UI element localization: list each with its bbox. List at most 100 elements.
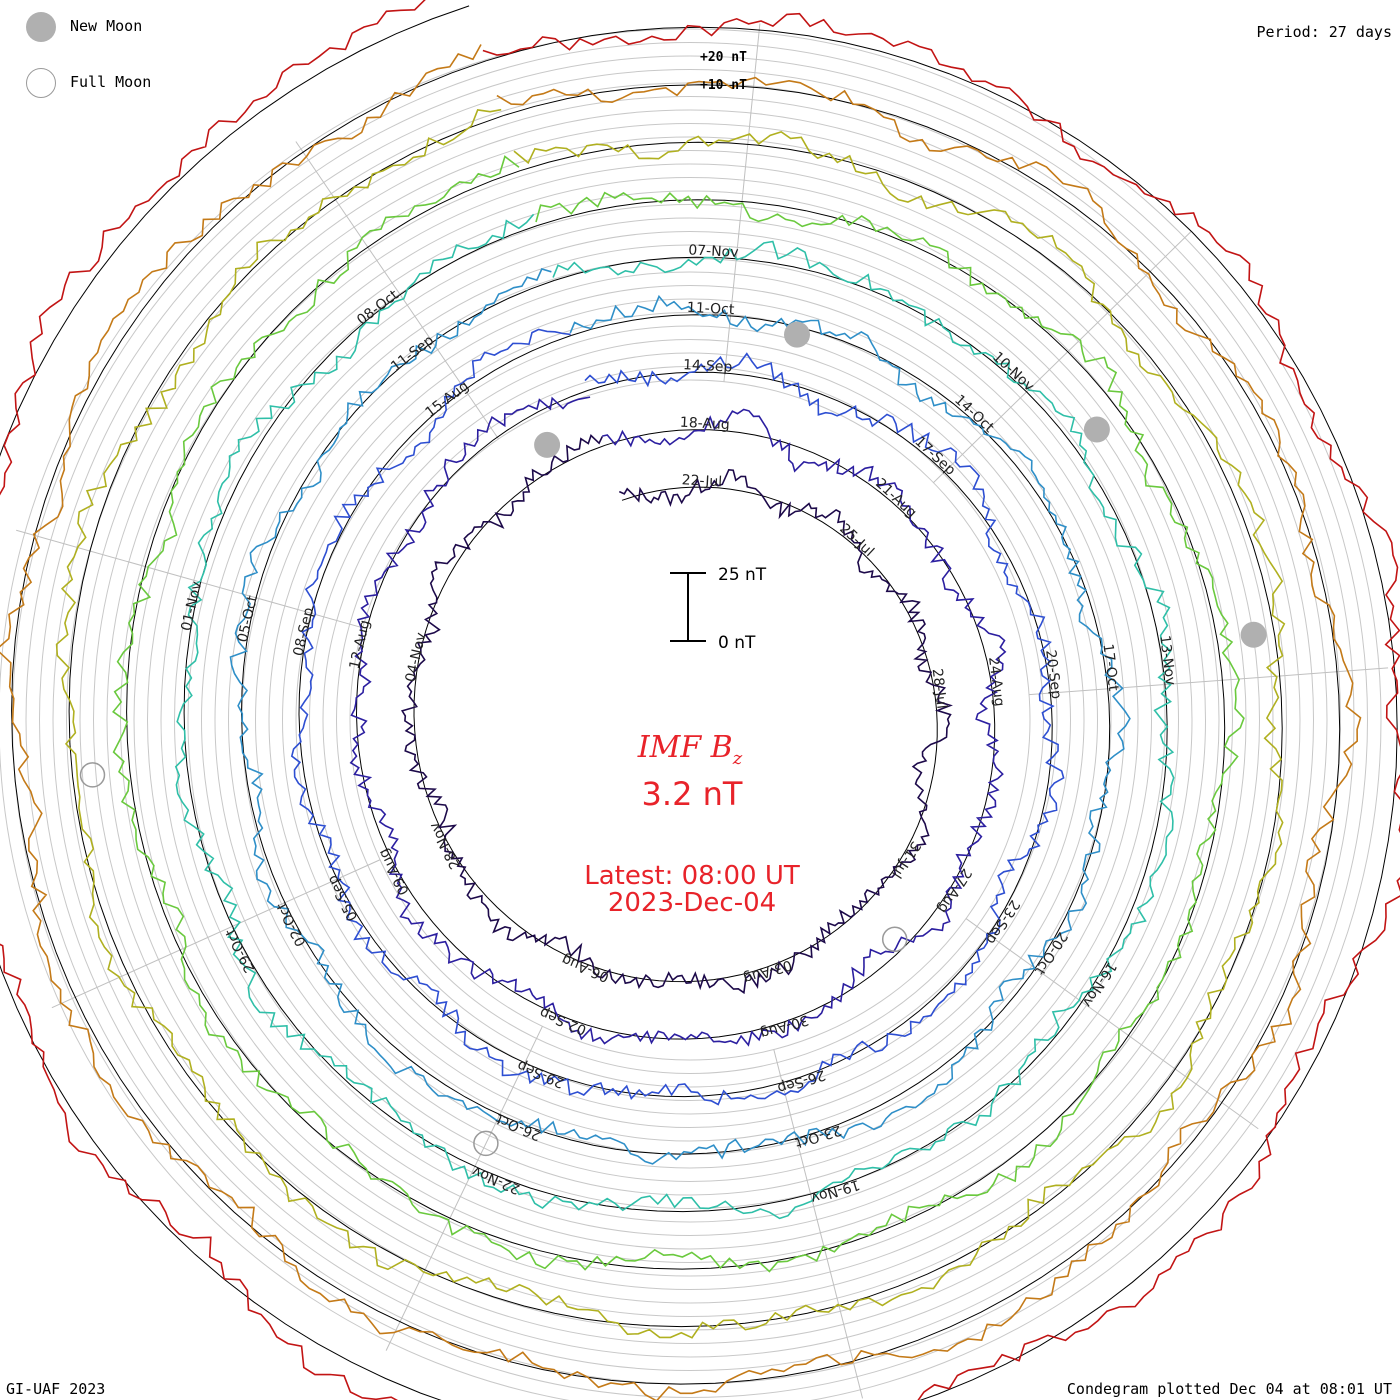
- date-label: 17-Oct: [1099, 643, 1121, 693]
- date-label: 21-Aug: [872, 475, 919, 521]
- series-trace: [400, 434, 953, 995]
- grid-ring: [52, 82, 1328, 1358]
- date-label: 28-Jul: [929, 668, 950, 710]
- moon-markers: [79, 321, 1267, 1157]
- grid-spoke: [1029, 667, 1389, 696]
- new-moon-icon: [1240, 621, 1267, 648]
- grid-spoke: [51, 859, 381, 1009]
- grid-ring: [160, 190, 1220, 1250]
- scale-bottom-label: 0 nT: [718, 633, 756, 653]
- date-label: 14-Sep: [683, 357, 733, 375]
- grid-ring: [255, 285, 1125, 1155]
- zero-ring: [183, 225, 1168, 1213]
- period-label: Period: 27 days: [1256, 23, 1392, 41]
- grid-ring: [187, 217, 1193, 1223]
- date-label: 17-Sep: [911, 434, 958, 479]
- new-moon-label: New Moon: [70, 17, 143, 35]
- date-label: 06-Aug: [559, 951, 611, 985]
- series-trace: [349, 396, 1007, 1047]
- date-label: 23-Sep: [982, 897, 1022, 947]
- date-label: 08-Sep: [291, 606, 318, 658]
- footer-credit: GI-UAF 2023: [6, 1380, 106, 1398]
- full-moon-icon: [26, 68, 56, 98]
- new-moon-icon: [534, 431, 561, 458]
- grid-ring: [282, 312, 1098, 1128]
- date-label: 09-Aug: [376, 846, 413, 898]
- series-trace: [112, 155, 1245, 1273]
- grid-ring: [106, 136, 1274, 1304]
- scale-bar: [670, 572, 706, 642]
- date-label: 20-Sep: [1042, 649, 1064, 700]
- scale-top-label: 25 nT: [718, 565, 767, 585]
- zero-ring: [413, 444, 938, 983]
- series-trace: [55, 108, 1286, 1339]
- grid-ring: [79, 109, 1301, 1331]
- grid-ring: [147, 177, 1233, 1263]
- date-label: 24-Aug: [985, 656, 1007, 708]
- grid-ring: [241, 271, 1139, 1169]
- grid-ring: [0, 28, 1382, 1400]
- grid-ring: [336, 366, 1044, 1074]
- grid-spoke: [965, 918, 1259, 1130]
- series-trace: [174, 213, 1175, 1220]
- date-label: 14-Oct: [951, 392, 997, 436]
- date-label: 12-Aug: [347, 618, 374, 670]
- date-label: 10-Nov: [989, 349, 1037, 395]
- date-label: 31-Jul: [888, 838, 923, 881]
- new-moon-icon: [1083, 416, 1110, 443]
- date-label: 05-Oct: [235, 594, 261, 644]
- zero-rings: [0, 5, 1398, 1400]
- center-title-main: IMF B: [637, 730, 733, 765]
- date-label: 02-Sep: [537, 1004, 589, 1038]
- date-label: 18-Aug: [679, 415, 730, 434]
- grid-ring: [174, 204, 1206, 1236]
- center-latest: Latest: 08:00 UT: [584, 861, 800, 891]
- grid-ring: [309, 339, 1071, 1101]
- grid-rings: [0, 28, 1382, 1400]
- grid-ring: [349, 379, 1031, 1061]
- grid-spoke: [773, 1049, 864, 1399]
- center-value: 3.2 nT: [642, 775, 743, 813]
- grid-spoke: [385, 1026, 543, 1351]
- full-moon-icon: [881, 926, 908, 953]
- date-label: 20-Oct: [1031, 929, 1070, 978]
- grid-ring: [228, 258, 1152, 1182]
- center-title: IMF Bz: [637, 730, 743, 769]
- footer-plotted: Condegram plotted Dec 04 at 08:01 UT: [1066, 1380, 1392, 1398]
- date-label: 22-Jul: [681, 472, 722, 490]
- date-label: 29-Sep: [515, 1057, 567, 1091]
- grid-spoke: [933, 231, 1192, 484]
- date-label: 02-Oct: [274, 899, 310, 949]
- zero-ring: [298, 335, 1053, 1098]
- date-label: 04-Nov: [403, 631, 430, 684]
- grid-ring: [39, 69, 1341, 1371]
- date-labels: 07-Nov 11-Oct 14-Sep 18-Aug 22-Jul 10-Nov14-O…: [178, 242, 1178, 1206]
- center-title-sub: z: [732, 748, 743, 769]
- grid-ring: [66, 96, 1314, 1344]
- center-date: 2023-Dec-04: [608, 888, 776, 918]
- ring-label-10: +10 nT: [700, 78, 747, 93]
- zero-ring: [68, 115, 1283, 1328]
- grid-ring: [120, 150, 1260, 1290]
- date-label: 19-Nov: [809, 1176, 862, 1206]
- grid-ring: [93, 123, 1287, 1317]
- full-moon-icon: [473, 1130, 499, 1157]
- grid-ring: [214, 244, 1166, 1196]
- date-label: 11-Oct: [686, 300, 735, 318]
- full-moon-icon: [79, 762, 106, 788]
- zero-ring: [126, 170, 1226, 1270]
- ring-label-20: +20 nT: [700, 50, 747, 65]
- date-label: 03-Aug: [741, 956, 793, 986]
- date-label: 29-Oct: [222, 925, 258, 975]
- zero-ring: [355, 389, 996, 1040]
- grid-spoke: [16, 529, 363, 629]
- zero-ring: [11, 60, 1341, 1385]
- date-label: 25-Jul: [836, 521, 877, 560]
- grid-ring: [268, 298, 1112, 1142]
- grid-ring: [133, 163, 1247, 1277]
- grid-ring: [322, 352, 1058, 1088]
- new-moon-icon: [784, 321, 810, 348]
- date-label: 15-Aug: [423, 378, 472, 421]
